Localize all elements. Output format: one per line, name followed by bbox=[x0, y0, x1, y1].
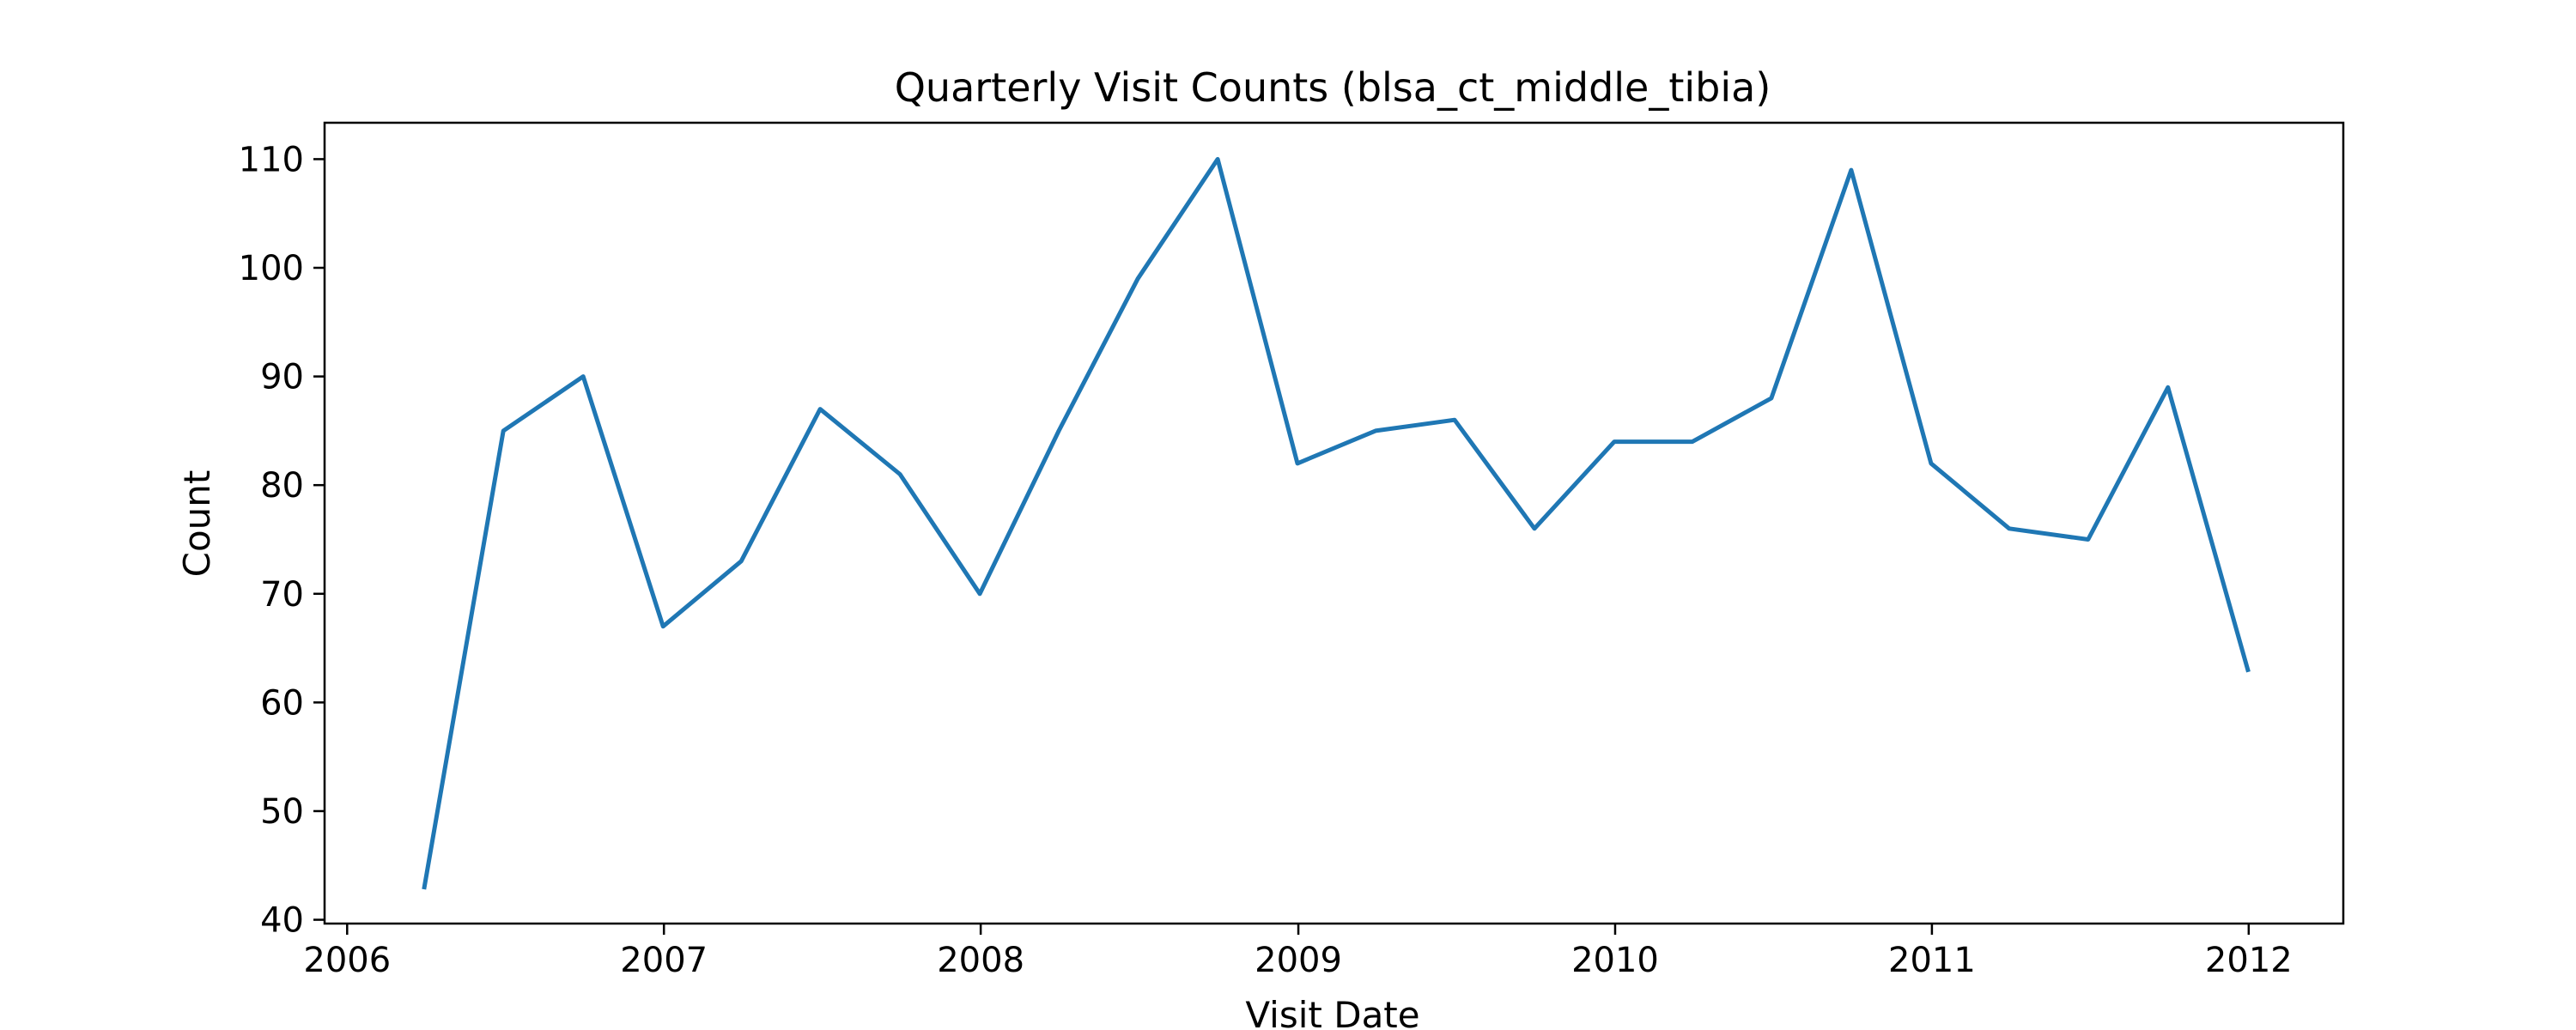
x-tick-label: 2012 bbox=[2205, 941, 2293, 980]
x-axis-label: Visit Date bbox=[1245, 994, 1419, 1030]
y-tick-label: 50 bbox=[260, 792, 304, 832]
x-tick-label: 2007 bbox=[620, 941, 708, 980]
y-tick-label: 80 bbox=[260, 466, 304, 506]
y-tick-label: 60 bbox=[260, 683, 304, 723]
y-tick-label: 90 bbox=[260, 358, 304, 397]
x-axis: 2006 2007 2008 2009 2010 2011 2012 bbox=[303, 924, 2293, 980]
x-tick-label: 2010 bbox=[1571, 941, 1659, 980]
x-tick-label: 2008 bbox=[937, 941, 1024, 980]
y-tick-label: 70 bbox=[260, 575, 304, 615]
x-tick-label: 2009 bbox=[1255, 941, 1342, 980]
x-tick-label: 2011 bbox=[1888, 941, 1976, 980]
x-tick-label: 2006 bbox=[303, 941, 391, 980]
y-tick-label: 100 bbox=[239, 249, 304, 288]
y-tick-label: 40 bbox=[260, 901, 304, 941]
plot-frame bbox=[323, 121, 2345, 925]
y-tick-label: 110 bbox=[239, 140, 304, 179]
chart-title: Quarterly Visit Counts (blsa_ct_middle_t… bbox=[895, 64, 1771, 111]
series-line bbox=[422, 156, 2251, 890]
plot-area bbox=[422, 156, 2251, 890]
y-axis: 40 50 60 70 80 90 100 110 bbox=[239, 140, 325, 941]
y-axis-label: Count bbox=[176, 470, 218, 578]
